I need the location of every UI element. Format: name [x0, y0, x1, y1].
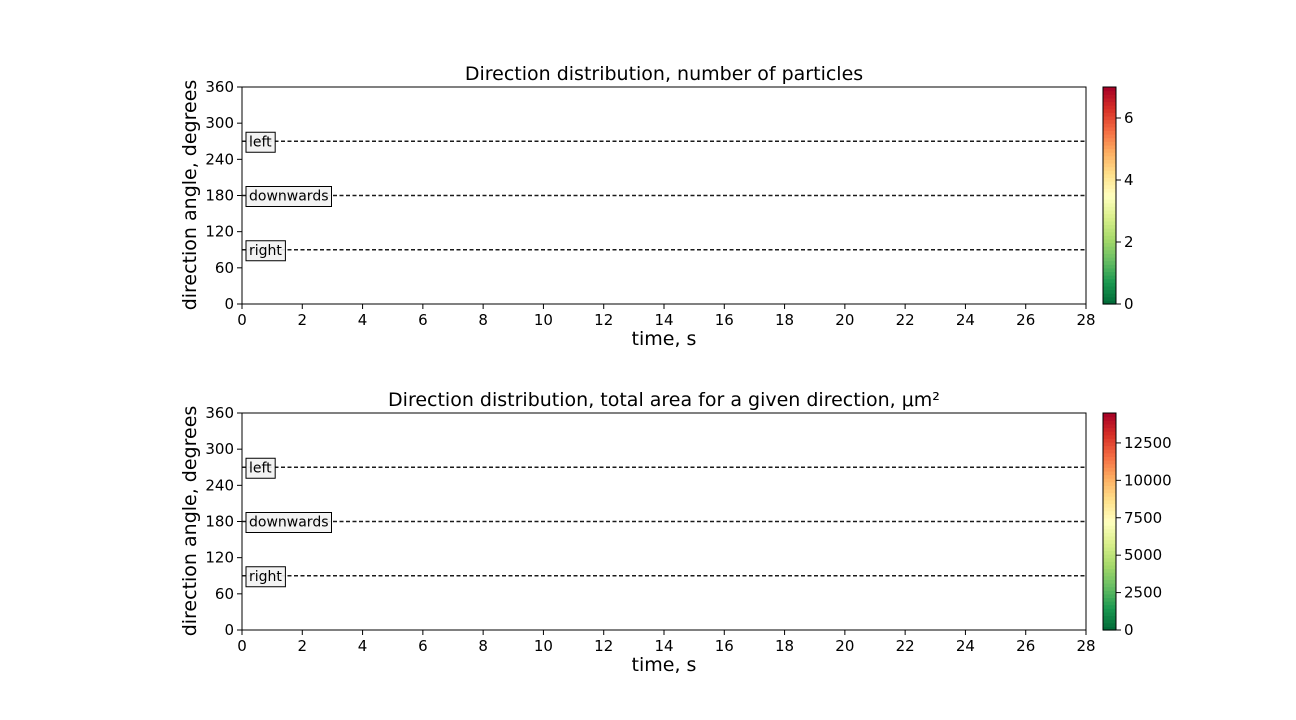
panel-particle-count: Direction distribution, number of partic…	[179, 63, 1134, 350]
chart-title: Direction distribution, number of partic…	[465, 63, 863, 85]
